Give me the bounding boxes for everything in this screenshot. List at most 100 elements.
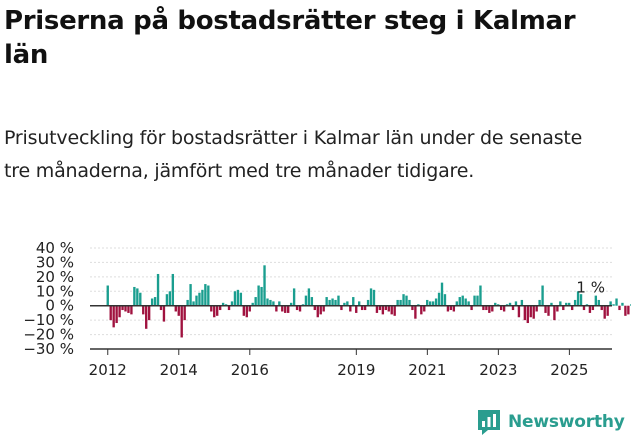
- chart-bar: [284, 305, 287, 313]
- chart-bar: [313, 305, 316, 311]
- chart-bar: [559, 301, 562, 306]
- chart-bar: [287, 305, 290, 313]
- chart-bar: [162, 305, 166, 322]
- chart-bar: [195, 295, 198, 306]
- chart-bar: [393, 305, 396, 316]
- chart-bar: [390, 305, 393, 315]
- y-tick-label: −20 %: [23, 326, 74, 344]
- chart-bar: [508, 302, 512, 306]
- chart-bar: [319, 305, 322, 315]
- chart-bar: [159, 305, 163, 311]
- chart-bar: [431, 301, 435, 306]
- chart-bar: [556, 305, 559, 312]
- chart-bar: [476, 295, 479, 306]
- chart-bar: [517, 305, 521, 318]
- chart-bar: [304, 295, 308, 306]
- chart-bar: [423, 305, 426, 312]
- chart-bar: [372, 289, 376, 306]
- chart-bar: [526, 305, 529, 324]
- chart-bar: [216, 305, 219, 316]
- chart-bar: [606, 305, 609, 316]
- chart-bar: [565, 302, 568, 306]
- newsworthy-brand[interactable]: Newsworthy: [476, 407, 625, 437]
- chart-bar: [118, 305, 121, 318]
- chart-bar: [381, 305, 385, 315]
- chart-bar: [485, 305, 488, 311]
- chart-bar: [449, 305, 453, 311]
- chart-bar: [230, 301, 234, 306]
- chart-bar: [346, 301, 349, 306]
- x-tick-label: 2012: [89, 361, 127, 379]
- chart-bar: [579, 294, 583, 306]
- chart-gridlines: [90, 247, 612, 350]
- chart-bar: [387, 305, 390, 312]
- chart-bar: [446, 305, 450, 312]
- chart-bar: [491, 305, 494, 312]
- chart-bar: [133, 286, 136, 306]
- chart-bar: [201, 289, 204, 306]
- chart-bar: [121, 305, 124, 311]
- chart-bar: [467, 301, 470, 306]
- chart-bar: [502, 305, 506, 312]
- y-tick-label: 0 %: [45, 297, 74, 315]
- latest-value-label: 1 %: [576, 278, 605, 296]
- chart-bar: [437, 292, 441, 306]
- chart-bar: [198, 292, 201, 306]
- chart-bar: [180, 305, 183, 338]
- chart-bar: [328, 299, 331, 306]
- chart-bar: [360, 305, 364, 311]
- chart-bar: [440, 282, 444, 306]
- chart-bar: [136, 288, 139, 306]
- chart-bar: [597, 299, 600, 306]
- chart-bar: [260, 286, 263, 306]
- x-tick-label: 2025: [550, 361, 588, 379]
- y-tick-label: 40 %: [36, 239, 74, 257]
- chart-bar: [352, 297, 355, 306]
- chart-bar: [624, 305, 627, 316]
- chart-bar: [609, 301, 612, 306]
- chart-bar: [570, 305, 574, 311]
- chart-bar: [452, 305, 456, 312]
- chart-bar: [239, 292, 243, 306]
- chart-bar: [550, 302, 553, 306]
- chart-bar: [547, 305, 550, 316]
- chart-bar: [266, 298, 269, 306]
- chart-bar: [568, 302, 571, 306]
- chart-bar: [488, 305, 491, 313]
- x-tick-label: 2023: [479, 361, 517, 379]
- chart-bar: [174, 305, 177, 312]
- chart-bar: [106, 285, 109, 306]
- chart-bar: [257, 285, 260, 306]
- chart-bar: [541, 285, 544, 306]
- brand-name: Newsworthy: [508, 412, 625, 432]
- chart-bar: [192, 301, 195, 306]
- chart-bar: [334, 299, 337, 306]
- chart-subtitle: Prisutveckling för bostadsrätter i Kalma…: [4, 127, 583, 182]
- chart-bar: [573, 299, 577, 306]
- chart-bar: [621, 302, 624, 306]
- chart-bar: [183, 305, 186, 321]
- chart-bar: [204, 284, 207, 306]
- chart-bar: [316, 305, 319, 318]
- chart-bar: [603, 305, 606, 319]
- chart-bar: [307, 288, 311, 306]
- chart-bar: [464, 298, 467, 306]
- chart-bar: [358, 301, 361, 306]
- chart-bar: [263, 265, 266, 306]
- chart-bar: [562, 305, 565, 311]
- chart-bar: [479, 285, 482, 306]
- chart-bar: [544, 305, 547, 313]
- chart-bar: [363, 305, 367, 311]
- chart-bar: [142, 305, 145, 315]
- chart-bar: [218, 305, 222, 311]
- chart-bar: [582, 305, 586, 311]
- chart-bar: [322, 305, 325, 312]
- chart-bar: [272, 301, 275, 306]
- x-tick-label: 2021: [408, 361, 446, 379]
- chart-bar: [461, 295, 464, 306]
- chart-bar: [156, 273, 160, 306]
- chart-bar: [248, 305, 251, 312]
- chart-bar: [153, 297, 157, 306]
- chart-bar: [618, 305, 621, 311]
- chart-bar: [289, 302, 293, 306]
